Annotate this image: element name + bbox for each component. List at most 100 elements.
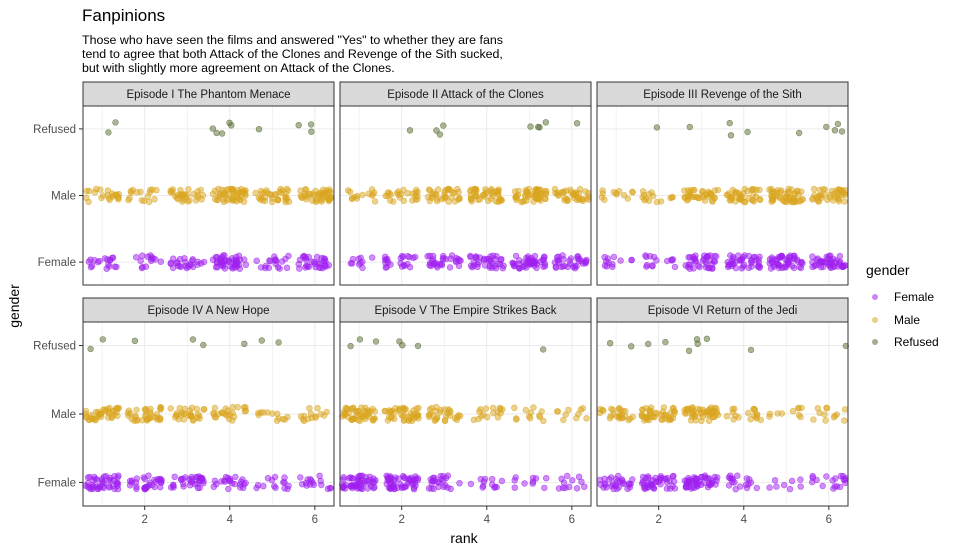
facet-1-point-male-rank-3-29 bbox=[199, 192, 207, 199]
facet-1-point-female-rank-6-30 bbox=[302, 254, 309, 262]
facet-5-point-male-rank-1-41 bbox=[349, 415, 356, 422]
facet-5-xtick-label-4: 4 bbox=[484, 514, 491, 526]
facet-6-point-female-rank-4-13 bbox=[746, 476, 753, 483]
facet-4-point-male-rank-6-14 bbox=[323, 408, 330, 416]
facet-2-point-male-rank-1-14 bbox=[359, 191, 366, 199]
facet-6-point-male-rank-1-24 bbox=[599, 407, 606, 414]
facet-6-point-male-rank-1-9 bbox=[608, 405, 615, 413]
facet-2-point-male-rank-4-44 bbox=[498, 197, 505, 204]
facet-1-point-female-rank-1-16 bbox=[109, 254, 117, 261]
facet-5-point-male-rank-4-16 bbox=[489, 404, 497, 412]
facet-6-point-male-rank-5-9 bbox=[795, 411, 803, 419]
facet-4-point-male-rank-1-40 bbox=[85, 416, 93, 423]
facet-3-point-female-rank-3-34 bbox=[706, 264, 713, 272]
facet-3-point-female-rank-6-40 bbox=[809, 263, 816, 271]
facet-1-point-male-rank-5-25 bbox=[269, 198, 276, 206]
facet-1-point-male-rank-2-9 bbox=[144, 193, 152, 200]
facet-1-point-male-rank-5-27 bbox=[258, 194, 265, 201]
facet-2-point-female-rank-5-46 bbox=[520, 259, 527, 266]
facet-5-point-female-rank-4-11 bbox=[491, 483, 499, 491]
facet-6-point-female-rank-2-42 bbox=[642, 474, 649, 482]
facet-1-point-male-rank-3-21 bbox=[185, 186, 192, 193]
facet-1-point-refused-rank-4-1 bbox=[209, 125, 217, 132]
facet-6-point-refused-rank-3-4 bbox=[703, 335, 711, 342]
facet-6-point-female-rank-1-29 bbox=[626, 484, 633, 491]
facet-5-point-female-rank-1-52 bbox=[369, 478, 377, 486]
facet-5-point-female-rank-5-2 bbox=[521, 480, 528, 487]
facet-3-point-female-rank-6-46 bbox=[821, 259, 828, 266]
facet-5-point-refused-rank-5-1 bbox=[539, 346, 547, 353]
facet-4-point-female-rank-2-24 bbox=[133, 475, 141, 482]
facet-2-point-male-rank-5-23 bbox=[511, 188, 519, 195]
facet-3-point-male-rank-1-12 bbox=[615, 187, 623, 195]
facet-2-point-male-rank-6-36 bbox=[562, 187, 570, 194]
facet-3-point-male-rank-4-40 bbox=[750, 198, 758, 205]
facet-5-point-female-rank-2-53 bbox=[410, 477, 417, 484]
facet-1-point-refused-rank-4-3 bbox=[228, 122, 235, 129]
facet-6-point-male-rank-6-11 bbox=[810, 416, 817, 423]
facet-3-point-male-rank-5-41 bbox=[788, 198, 796, 206]
facet-5-point-female-rank-6-12 bbox=[569, 477, 576, 484]
facet-2-point-male-rank-3-33 bbox=[441, 195, 448, 202]
facet-1-point-female-rank-1-18 bbox=[94, 258, 102, 266]
facet-3-point-refused-rank-4-3 bbox=[744, 128, 751, 136]
facet-6-point-male-rank-5-10 bbox=[795, 404, 802, 412]
facet-1-point-female-rank-5-4 bbox=[283, 264, 291, 271]
facet-1-point-male-rank-3-27 bbox=[194, 192, 201, 199]
facet-3-point-male-rank-4-31 bbox=[732, 190, 739, 198]
facet-6-point-male-rank-4-10 bbox=[723, 413, 731, 420]
facet-1-point-female-rank-1-5 bbox=[105, 263, 113, 270]
facet-5-point-male-rank-6-6 bbox=[577, 406, 584, 413]
facet-2-point-male-rank-2-23 bbox=[382, 192, 389, 200]
facet-4-point-female-rank-4-21 bbox=[242, 479, 249, 487]
facet-2-point-female-rank-6-29 bbox=[570, 263, 577, 270]
facet-6-point-female-rank-2-39 bbox=[648, 481, 656, 489]
facet-6-point-male-rank-6-7 bbox=[822, 417, 829, 424]
legend-label-refused: Refused bbox=[894, 335, 939, 350]
facet-3-point-male-rank-3-38 bbox=[684, 187, 692, 194]
facet-6-point-male-rank-2-44 bbox=[639, 406, 646, 413]
legend-dot-female bbox=[872, 294, 878, 301]
facet-1-point-refused-rank-6-3 bbox=[295, 121, 302, 129]
facet-2-point-male-rank-4-40 bbox=[492, 198, 499, 205]
facet-6-point-female-rank-6-7 bbox=[819, 482, 826, 490]
facet-5-point-male-rank-3-25 bbox=[432, 407, 439, 415]
facet-3-point-male-rank-1-5 bbox=[624, 195, 631, 202]
facet-4-point-male-rank-2-27 bbox=[153, 414, 160, 421]
facet-5-point-female-rank-1-35 bbox=[362, 474, 369, 481]
facet-3-point-male-rank-3-23 bbox=[700, 194, 707, 201]
facet-4-point-male-rank-1-17 bbox=[108, 414, 115, 422]
facet-4-point-female-rank-1-38 bbox=[100, 484, 108, 492]
facet-2-point-female-rank-1-10 bbox=[357, 259, 364, 267]
facet-3-point-male-rank-4-39 bbox=[737, 194, 744, 201]
facet-1-point-male-rank-6-22 bbox=[298, 194, 305, 201]
facet-3-point-male-rank-6-37 bbox=[841, 191, 848, 199]
facet-4-point-female-rank-5-13 bbox=[268, 476, 276, 484]
facet-2-point-female-rank-5-41 bbox=[540, 256, 547, 264]
legend-label-female: Female bbox=[894, 290, 935, 305]
facet-3-point-male-rank-6-23 bbox=[824, 196, 831, 204]
facet-2-point-male-rank-3-31 bbox=[451, 198, 459, 205]
facet-3-point-female-rank-5-45 bbox=[797, 264, 805, 272]
facet-3-point-male-rank-4-15 bbox=[756, 186, 763, 194]
facet-6-point-female-rank-6-17 bbox=[841, 476, 848, 483]
facet-1-point-female-rank-6-31 bbox=[317, 264, 324, 271]
facet-1-point-refused-rank-6-2 bbox=[308, 128, 315, 135]
facet-4-point-female-rank-3-30 bbox=[170, 484, 177, 491]
facet-4-point-male-rank-6-12 bbox=[314, 405, 321, 412]
facet-3-point-male-rank-3-31 bbox=[698, 188, 706, 196]
facet-5-point-female-rank-4-10 bbox=[477, 475, 484, 483]
facet-3-point-male-rank-2-14 bbox=[641, 197, 648, 204]
facet-2-point-male-rank-1-10 bbox=[344, 187, 352, 194]
facet-2-point-male-rank-3-28 bbox=[444, 186, 452, 193]
facet-5-point-male-rank-5-4 bbox=[538, 408, 545, 415]
facet-6-point-female-rank-5-3 bbox=[766, 484, 773, 491]
facet-5-point-male-rank-5-11 bbox=[536, 413, 544, 421]
legend-item-male: Male bbox=[866, 309, 939, 332]
facet-1-point-male-rank-5-24 bbox=[252, 189, 259, 197]
facet-5-point-male-rank-3-14 bbox=[437, 407, 445, 414]
facet-1-point-male-rank-5-34 bbox=[264, 189, 271, 196]
facet-3-point-female-rank-6-37 bbox=[841, 262, 849, 269]
facet-2-point-female-rank-6-31 bbox=[574, 253, 582, 260]
facet-6-point-female-rank-4-17 bbox=[732, 486, 739, 493]
